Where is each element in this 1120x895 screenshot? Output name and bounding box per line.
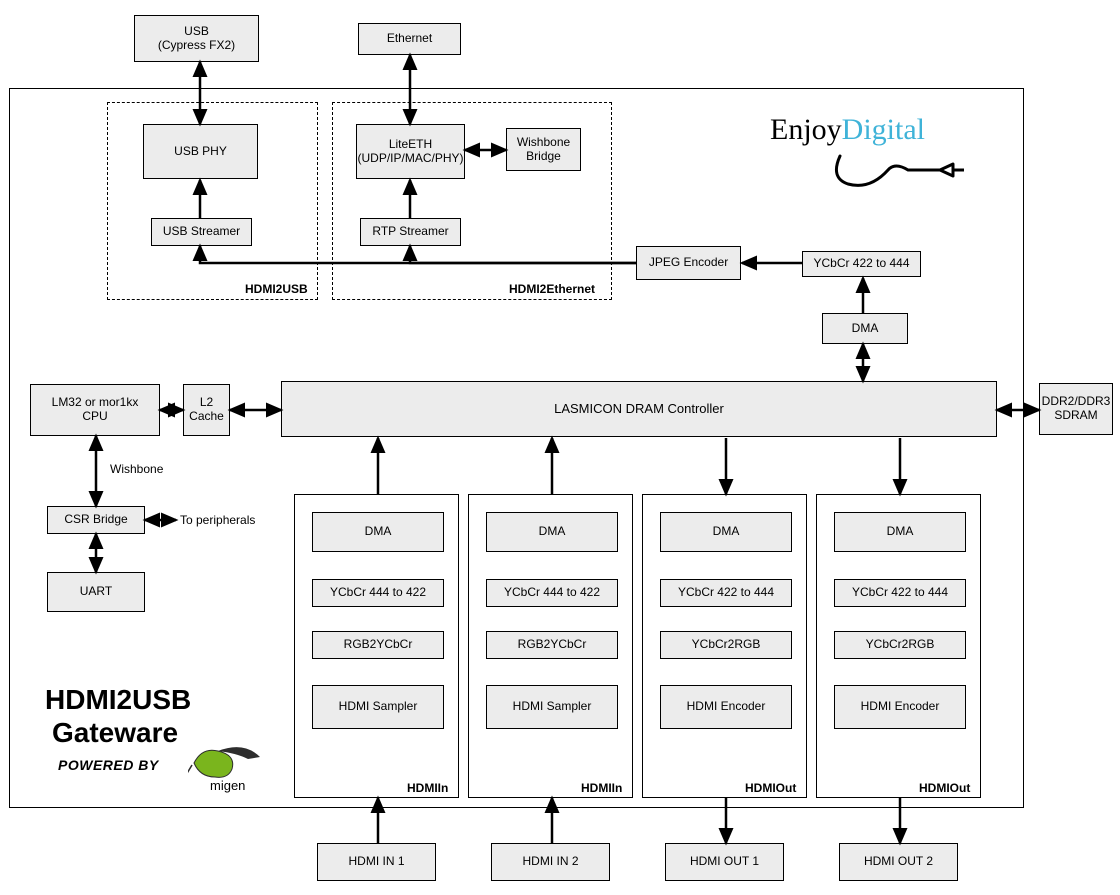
hdmiin1-dma: DMA [312, 512, 444, 552]
hdmi2eth-group-label: HDMI2Ethernet [509, 282, 595, 296]
enjoydigital-logo: EnjoyDigital [770, 113, 925, 147]
dma-top-box: DMA [822, 313, 908, 344]
usb-streamer-box: USB Streamer [151, 218, 252, 246]
wishbone-bridge-box: Wishbone Bridge [506, 128, 581, 171]
hdmi-out-2-box: HDMI OUT 2 [839, 843, 958, 881]
hdmiout-group-2-label: HDMIOut [919, 781, 970, 795]
hdmiout2-dma: DMA [834, 512, 966, 552]
hdmiin2-sampler: HDMI Sampler [486, 685, 618, 729]
hdmiin1-ycbcr: YCbCr 444 to 422 [312, 579, 444, 607]
migen-label: migen [210, 778, 245, 793]
hdmi-out-1-box: HDMI OUT 1 [665, 843, 784, 881]
hdmiout1-ycbcr: YCbCr 422 to 444 [660, 579, 792, 607]
hdmiin2-dma: DMA [486, 512, 618, 552]
uart-box: UART [47, 572, 145, 612]
ethernet-external-box: Ethernet [358, 23, 461, 55]
hdmiout1-encoder: HDMI Encoder [660, 685, 792, 729]
ycbcr-422-444-top-box: YCbCr 422 to 444 [802, 251, 921, 277]
hdmiin-group-1-label: HDMIIn [407, 781, 448, 795]
hdmiin1-rgb2ycbcr: RGB2YCbCr [312, 631, 444, 659]
hdmiout2-ycbcr: YCbCr 422 to 444 [834, 579, 966, 607]
enjoy-text: Enjoy [770, 113, 842, 146]
usb-phy-box: USB PHY [143, 124, 258, 179]
hdmiout1-dma: DMA [660, 512, 792, 552]
rtp-streamer-box: RTP Streamer [360, 218, 461, 246]
hdmiin2-rgb2ycbcr: RGB2YCbCr [486, 631, 618, 659]
l2-cache-box: L2 Cache [183, 384, 230, 436]
hdmi-in-1-box: HDMI IN 1 [317, 843, 436, 881]
ddr-external-box: DDR2/DDR3 SDRAM [1039, 383, 1113, 435]
csr-bridge-box: CSR Bridge [47, 506, 145, 534]
usb-external-box: USB (Cypress FX2) [134, 15, 259, 62]
to-peripherals-label: To peripherals [180, 513, 255, 527]
cpu-box: LM32 or mor1kx CPU [30, 384, 160, 436]
liteeth-box: LiteETH (UDP/IP/MAC/PHY) [356, 124, 465, 179]
title-line1: HDMI2USB [45, 684, 191, 716]
hdmiout-group-1-label: HDMIOut [745, 781, 796, 795]
hdmiout2-encoder: HDMI Encoder [834, 685, 966, 729]
hdmi-in-2-box: HDMI IN 2 [491, 843, 610, 881]
hdmiin1-sampler: HDMI Sampler [312, 685, 444, 729]
digital-text: Digital [842, 113, 925, 146]
title-line2: Gateware [52, 717, 178, 749]
dram-controller-box: LASMICON DRAM Controller [281, 381, 997, 437]
hdmiout1-ycbcr2rgb: YCbCr2RGB [660, 631, 792, 659]
hdmiin2-ycbcr: YCbCr 444 to 422 [486, 579, 618, 607]
hdmiin-group-2-label: HDMIIn [581, 781, 622, 795]
jpeg-encoder-box: JPEG Encoder [636, 246, 741, 280]
wishbone-label: Wishbone [110, 462, 163, 476]
powered-by-label: POWERED BY [58, 757, 159, 773]
hdmi2usb-group-label: HDMI2USB [245, 282, 308, 296]
hdmiout2-ycbcr2rgb: YCbCr2RGB [834, 631, 966, 659]
enjoydigital-squiggle [830, 148, 970, 198]
